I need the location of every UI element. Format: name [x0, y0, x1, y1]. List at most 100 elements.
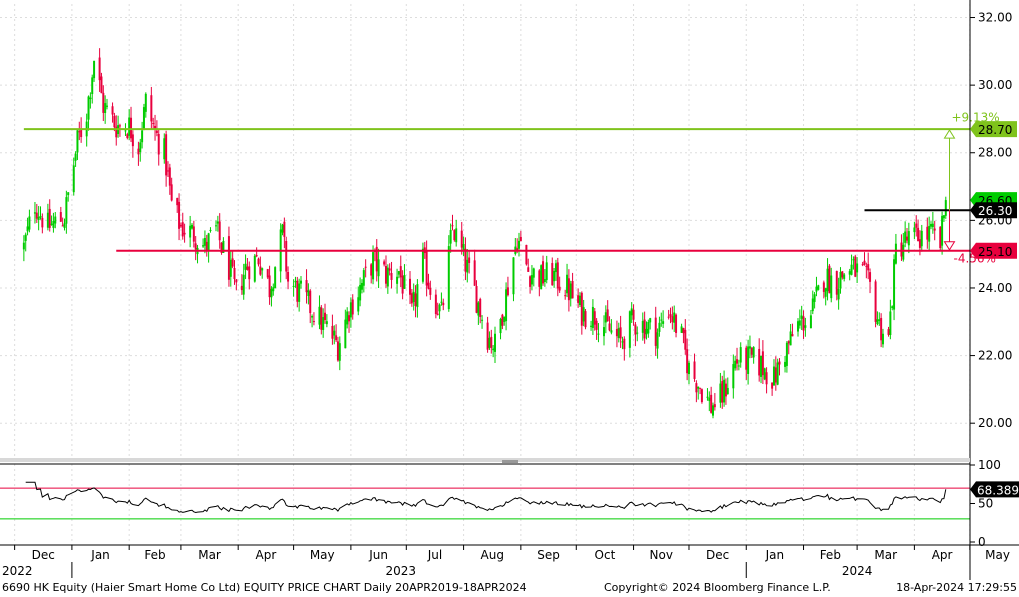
candle-body: [24, 234, 27, 241]
candle: [695, 380, 698, 403]
candle: [894, 233, 897, 265]
candle: [39, 206, 42, 220]
candle-body: [318, 306, 321, 325]
candle: [104, 95, 107, 124]
candle: [98, 48, 101, 92]
candle: [298, 278, 301, 312]
candle-body: [190, 224, 193, 229]
candle-body: [179, 224, 182, 227]
candle-body: [543, 279, 546, 283]
candle-body: [220, 242, 223, 253]
candle-body: [360, 282, 363, 290]
candle: [564, 289, 567, 300]
candle: [72, 157, 75, 196]
candle-body: [130, 117, 133, 139]
candle-body: [944, 200, 947, 216]
candle: [887, 326, 890, 337]
candle: [359, 277, 362, 307]
candle: [50, 215, 53, 226]
candle: [63, 218, 66, 231]
candle: [606, 300, 609, 322]
candle: [889, 299, 892, 340]
candle: [464, 237, 467, 281]
candle-body: [434, 294, 437, 315]
candle-body: [102, 92, 105, 113]
candle-body: [152, 122, 155, 125]
candle: [283, 217, 286, 249]
candle-body: [33, 212, 36, 214]
level-label-text: 25.10: [978, 245, 1012, 259]
candle: [839, 267, 842, 294]
candle-body: [931, 223, 934, 228]
candle-body: [802, 316, 805, 331]
candle: [409, 271, 412, 305]
candle: [336, 336, 339, 362]
candle-body: [750, 348, 753, 355]
candle-body: [516, 248, 519, 251]
month-label: Apr: [256, 548, 277, 562]
candle: [512, 257, 515, 302]
candle: [739, 342, 742, 368]
candle-body: [372, 252, 375, 280]
candle: [905, 227, 908, 244]
candle: [591, 299, 594, 335]
candle-body: [52, 221, 55, 228]
candle-body: [905, 236, 908, 241]
candle-body: [828, 265, 831, 294]
month-label: Jul: [427, 548, 442, 562]
candle-body: [939, 226, 942, 249]
candle: [798, 309, 801, 329]
candle-body: [765, 372, 768, 385]
candle: [763, 367, 766, 381]
candle: [357, 286, 360, 316]
candle: [499, 317, 502, 340]
candle: [46, 203, 49, 231]
candle-body: [737, 365, 740, 367]
candle-body: [481, 319, 484, 321]
year-label: 2022: [2, 564, 33, 578]
candle-body: [615, 329, 618, 337]
candle-body: [144, 93, 147, 112]
candle: [294, 276, 297, 288]
candle: [113, 112, 116, 132]
candle: [724, 378, 727, 405]
candle: [835, 270, 838, 301]
candle: [863, 252, 866, 266]
candle-body: [907, 231, 910, 246]
candle: [168, 163, 171, 195]
candle: [130, 106, 133, 143]
candle-body: [532, 268, 535, 278]
candle: [850, 254, 853, 276]
candle: [165, 130, 168, 187]
candle-body: [774, 367, 777, 383]
candle: [506, 276, 509, 297]
candle-body: [409, 278, 412, 295]
candle-body: [632, 309, 635, 320]
candle-body: [325, 321, 328, 325]
candle-body: [141, 130, 144, 143]
candle-body: [673, 312, 676, 323]
candle-body: [881, 333, 884, 345]
candle: [750, 346, 753, 359]
candle-body: [604, 312, 607, 323]
candle-body: [608, 323, 611, 331]
candle-body: [843, 274, 846, 279]
candle-body: [826, 268, 829, 292]
candle: [907, 222, 910, 254]
candle: [410, 288, 413, 307]
candle: [462, 236, 465, 257]
candle-body: [285, 240, 288, 272]
candle: [928, 216, 931, 251]
candle: [486, 316, 489, 353]
month-label: Mar: [198, 548, 221, 562]
candle-body: [839, 271, 842, 289]
candle: [473, 249, 476, 286]
candle-body: [299, 280, 302, 284]
candle-body: [493, 333, 496, 352]
candle: [518, 232, 521, 257]
candle-body: [397, 271, 400, 275]
candle: [261, 267, 264, 279]
candle-body: [425, 251, 428, 286]
candle-body: [876, 319, 879, 324]
month-label: Nov: [650, 548, 673, 562]
